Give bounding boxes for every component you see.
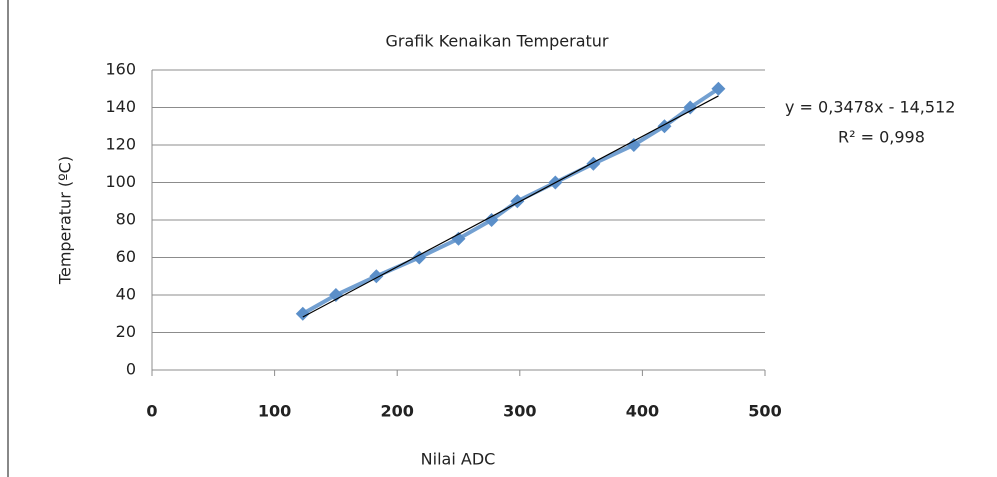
data-point [484, 213, 499, 227]
y-tick-label: 0 [126, 360, 136, 379]
x-tick-label: 200 [380, 402, 413, 421]
x-tick-label: 400 [626, 402, 659, 421]
data-point [328, 288, 343, 302]
data-point [711, 81, 726, 96]
y-tick-label: 20 [116, 322, 136, 341]
trendline [302, 95, 719, 318]
data-point [626, 138, 641, 152]
x-tick-label: 500 [748, 402, 781, 421]
x-axis-label: Nilai ADC [421, 450, 496, 469]
y-tick-label: 120 [105, 135, 136, 154]
y-axis-label: Temperatur (ºC) [56, 156, 75, 285]
y-tick-label: 140 [105, 97, 136, 116]
trend-equation: y = 0,3478x - 14,512 [785, 98, 955, 117]
data-point [586, 156, 601, 171]
chart-title: Grafik Kenaikan Temperatur [385, 32, 608, 51]
y-tick-label: 100 [105, 172, 136, 191]
trend-r2: R² = 0,998 [838, 128, 925, 147]
y-tick-label: 40 [116, 285, 136, 304]
y-tick-label: 60 [116, 247, 136, 266]
data-point [412, 250, 427, 265]
data-point [295, 306, 310, 321]
x-tick-label: 0 [146, 402, 157, 421]
x-tick-label: 100 [258, 402, 291, 421]
data-point [451, 231, 466, 246]
data-point [683, 100, 698, 115]
y-tick-label: 80 [116, 210, 136, 229]
y-tick-label: 160 [105, 60, 136, 79]
x-tick-label: 300 [503, 402, 536, 421]
